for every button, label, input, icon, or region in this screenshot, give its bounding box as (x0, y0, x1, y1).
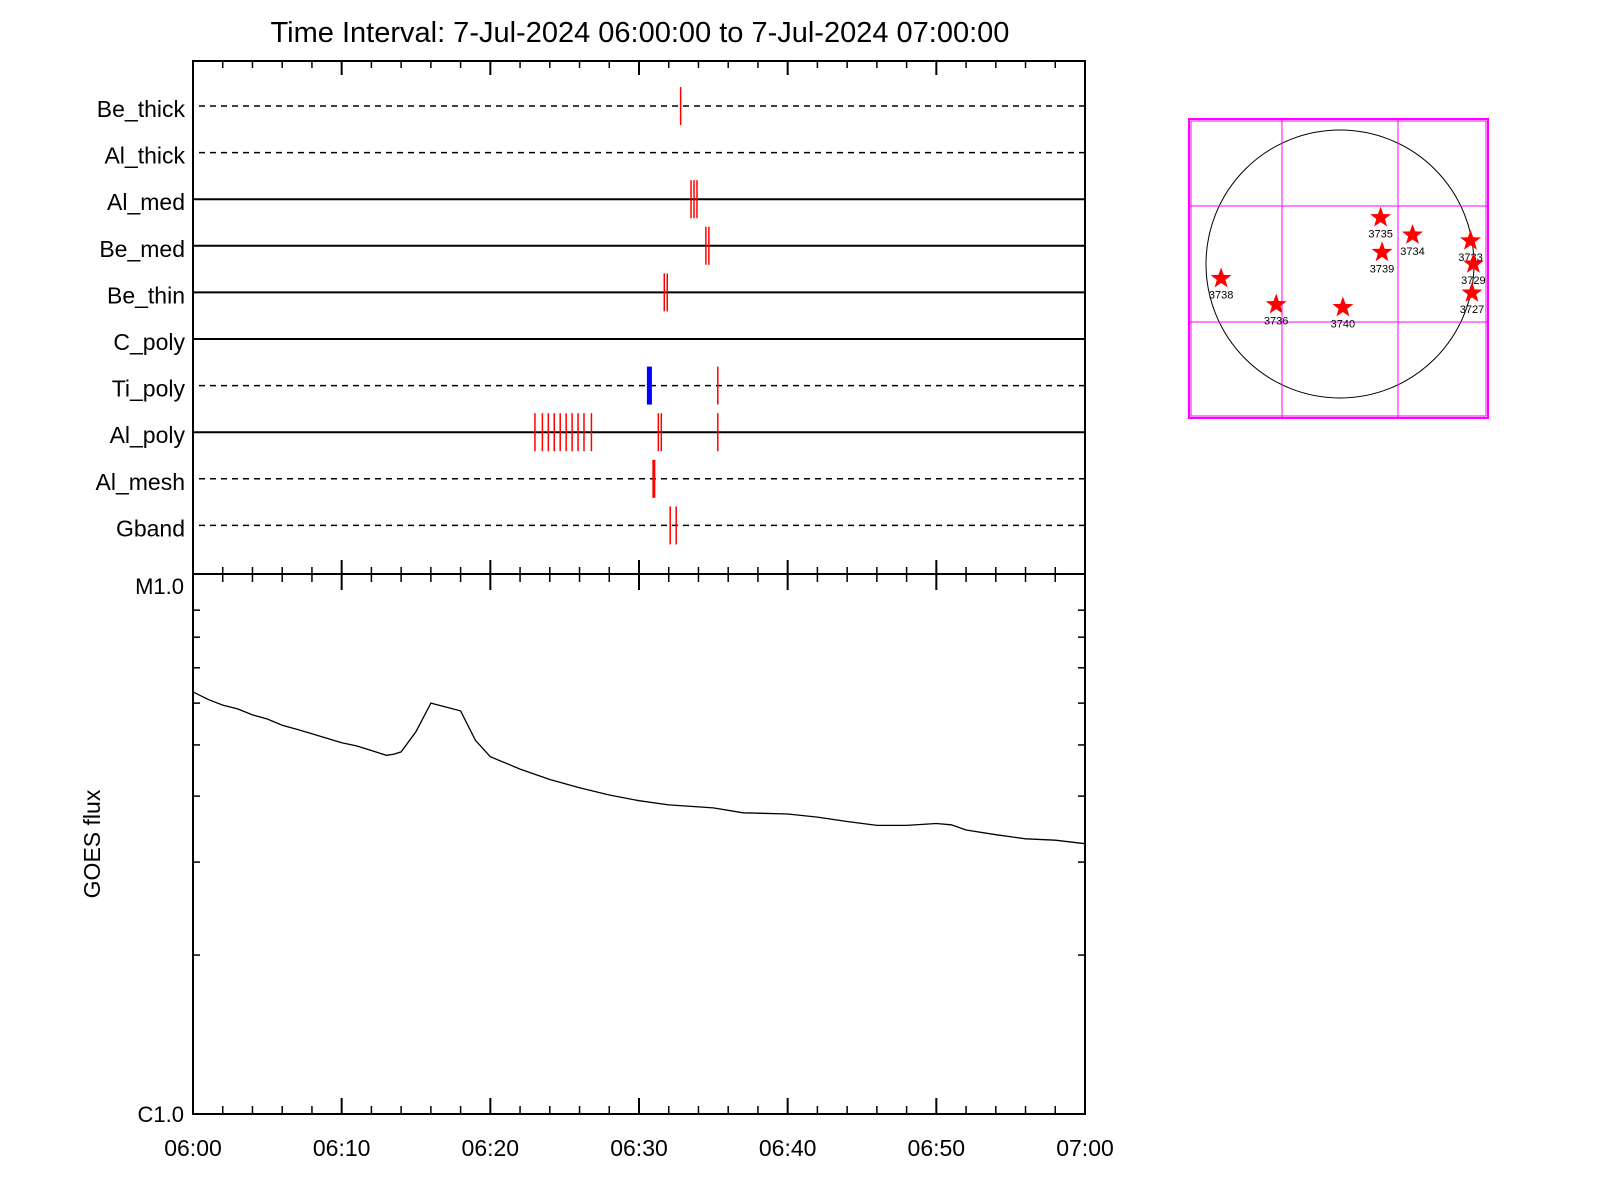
goes-y-tick-label: C1.0 (138, 1102, 184, 1127)
ar-star-label: 3727 (1460, 304, 1484, 316)
channel-label: Al_mesh (96, 469, 185, 495)
channel-label: Al_thick (104, 143, 185, 169)
channel-label: Be_thin (107, 282, 185, 308)
timeline-panel: Be_thick Al_thick Al_med Be_med Be_thin C_pol… (96, 60, 1086, 575)
goes-x-tick-label: 06:10 (313, 1135, 371, 1161)
goes-x-tick-label: 06:40 (759, 1135, 817, 1161)
ar-star-marker (1461, 282, 1483, 302)
ar-star-marker (1210, 267, 1232, 288)
channel-label: Be_med (99, 236, 185, 262)
channel-label: Al_med (107, 189, 185, 215)
goes-y-tick-label: M1.0 (135, 574, 184, 599)
ar-star-label: 3729 (1461, 275, 1485, 287)
ar-star-marker (1402, 224, 1423, 244)
map-frame-inner (1190, 120, 1487, 417)
goes-x-tick-label: 07:00 (1056, 1135, 1114, 1161)
goes-flux-line (192, 691, 1086, 845)
ar-star-marker (1371, 241, 1393, 262)
ar-star-marker (1370, 206, 1392, 227)
ar-star-label: 3740 (1331, 319, 1355, 331)
goes-x-tick-label: 06:50 (908, 1135, 966, 1161)
goes-x-tick-label: 06:20 (462, 1135, 520, 1161)
map-frame (1188, 118, 1489, 419)
ar-star-label: 3735 (1368, 229, 1392, 241)
goes-y-axis-label: GOES flux (79, 789, 105, 898)
goes-flux-panel: 06:00 06:10 06:20 06:30 06:40 06:50 07:00 M1.0 C… (79, 573, 1114, 1161)
ar-star-marker (1265, 293, 1287, 314)
ar-star-marker (1332, 296, 1354, 317)
goes-x-tick-label: 06:00 (164, 1135, 222, 1161)
ar-star-marker (1463, 253, 1484, 273)
ar-star-label: 3736 (1264, 316, 1288, 328)
ar-star-marker (1460, 229, 1481, 250)
ar-star-label: 3738 (1209, 290, 1233, 302)
goes-x-tick-label: 06:30 (610, 1135, 668, 1161)
ar-star-label: 3734 (1400, 246, 1424, 258)
solar-limb (1205, 129, 1475, 399)
channel-label: Al_poly (110, 422, 186, 448)
timeline-frame (192, 60, 1086, 575)
ar-star-label: 3739 (1370, 263, 1394, 275)
channel-label: Gband (116, 515, 185, 541)
channel-label: Be_thick (97, 96, 186, 122)
goes-frame (192, 573, 1086, 1115)
channel-label: C_poly (113, 329, 185, 355)
chart-title: Time Interval: 7-Jul-2024 06:00:00 to 7-… (271, 17, 1010, 49)
channel-label: Ti_poly (112, 376, 186, 402)
